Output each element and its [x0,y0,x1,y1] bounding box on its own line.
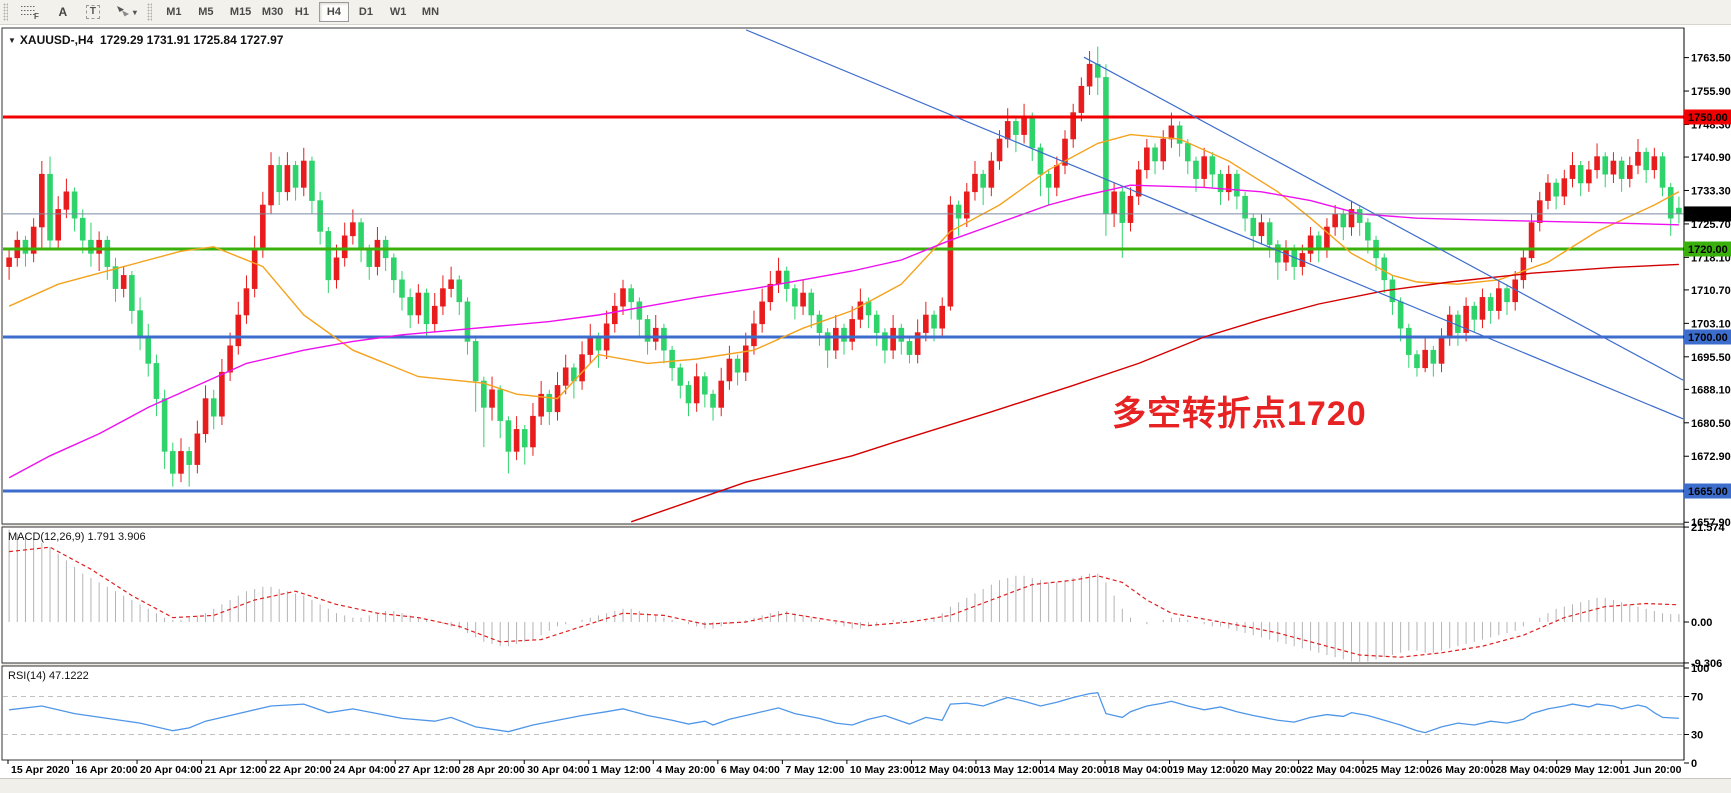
level-price-tag [1684,329,1731,345]
date-label: 19 May 12:00 [1173,764,1238,776]
status-bar [0,778,1731,793]
ma-medium[interactable] [8,184,1679,479]
date-label: 22 Apr 20:00 [269,764,331,776]
date-label: 1 May 12:00 [592,764,651,776]
rsi-tick-label: 100 [1691,663,1709,675]
current-price-tag-text: 1727.97 [1688,209,1728,221]
date-label: 28 Apr 20:00 [463,764,525,776]
price-tick-label: 1755.90 [1691,86,1731,98]
candle-series[interactable] [6,46,1682,487]
macd-indicator-label: MACD(12,26,9) 1.791 3.906 [8,531,146,543]
rsi-panel[interactable] [1,665,1685,761]
date-label: 28 May 04:00 [1495,764,1560,776]
date-label: 20 May 20:00 [1237,764,1302,776]
date-label: 29 May 12:00 [1560,764,1625,776]
date-label: 14 May 20:00 [1043,764,1108,776]
timeframe-button-mn[interactable]: MN [415,2,445,22]
toolbar-grip[interactable] [3,3,8,21]
level-price-tag [1684,109,1731,125]
timeframe-button-d1[interactable]: D1 [351,2,381,22]
level-price-tag-text: 1720.00 [1688,244,1728,256]
chevron-down-icon: ▼ [8,36,16,45]
panel-divider[interactable] [2,524,1684,527]
date-label: 25 May 12:00 [1366,764,1431,776]
arrows-tool-button[interactable]: ▾ [110,2,142,22]
chart-symbol-ohlc: ▼ XAUUSD-,H4 1729.29 1731.91 1725.84 1727… [8,33,283,47]
date-label: 30 Apr 04:00 [527,764,589,776]
date-axis[interactable] [7,760,1622,764]
price-tick-label: 1703.10 [1691,318,1731,330]
price-tick-label: 1733.30 [1691,185,1731,197]
date-label: 20 Apr 04:00 [140,764,202,776]
date-label: 18 May 04:00 [1108,764,1173,776]
date-label: 10 May 23:00 [850,764,915,776]
date-label: 21 Apr 12:00 [205,764,267,776]
ma-slow[interactable] [630,263,1679,523]
level-price-tag [1684,483,1731,499]
macd-tick-label: -9.306 [1691,658,1722,670]
dropdown-caret-icon: ▾ [132,7,137,17]
price-tick-label: 1672.90 [1691,451,1731,463]
date-label: 24 Apr 04:00 [334,764,396,776]
level-price-tag-text: 1750.00 [1688,112,1728,124]
text-label-icon: A [58,5,68,19]
rsi-line [9,691,1679,734]
timeframe-button-m30[interactable]: M30 [255,2,285,22]
date-label: 13 May 12:00 [979,764,1044,776]
macd-signal-line [9,546,1679,658]
timeframe-button-m1[interactable]: M1 [159,2,189,22]
price-tick-label: 1688.10 [1691,384,1731,396]
rsi-tick-label: 0 [1691,758,1697,770]
arrows-icon [115,5,130,20]
fibonacci-icon [21,4,36,20]
ma-fast[interactable] [8,133,1680,400]
macd-tick-label: 21.574 [1691,522,1726,534]
timeframe-button-m15[interactable]: M15 [223,2,253,22]
text-tool-button[interactable]: T [80,2,106,22]
price-tick-label: 1725.70 [1691,219,1731,231]
timeframe-button-h4[interactable]: H4 [318,2,349,22]
price-tick-label: 1740.90 [1691,152,1731,164]
price-tick-label: 1710.70 [1691,285,1731,297]
timeframe-button-w1[interactable]: W1 [383,2,413,22]
date-label: 7 May 12:00 [785,764,844,776]
date-label: 15 Apr 2020 [11,764,70,776]
price-tick-label: 1695.50 [1691,352,1731,364]
panel-divider[interactable] [2,663,1684,666]
rsi-tick-label: 70 [1691,692,1703,704]
timeframe-button-h1[interactable]: H1 [287,2,317,22]
macd-tick-label: 0.00 [1691,617,1712,629]
date-label: 16 Apr 20:00 [76,764,138,776]
text-label-tool-button[interactable]: A [50,2,76,22]
level-price-tag [1684,241,1731,257]
current-price-tag [1684,206,1731,222]
fibonacci-tool-button[interactable]: F [16,2,46,22]
timeframe-button-m5[interactable]: M5 [191,2,221,22]
level-price-tag-text: 1700.00 [1688,332,1728,344]
annotation-text[interactable]: 多空转折点1720 [1112,395,1367,433]
toolbar: F A T ▾ M1 M5 M15 M30 H1 H4 D1 W1 MN [0,0,1731,25]
rsi-tick-label: 30 [1691,730,1703,742]
date-label: 22 May 04:00 [1302,764,1367,776]
fibonacci-tool-label: F [34,11,39,21]
symbol-period-label: XAUUSD-,H4 [19,33,94,47]
ohlc-values: 1729.29 1731.91 1725.84 1727.97 [99,33,284,47]
price-tick-label: 1657.90 [1691,517,1731,529]
text-tool-icon: T [85,5,100,19]
date-label: 4 May 20:00 [656,764,715,776]
date-label: 6 May 04:00 [721,764,780,776]
macd-histogram [8,529,1680,663]
trendline[interactable] [1083,56,1684,381]
date-label: 12 May 04:00 [914,764,979,776]
price-tick-label: 1680.50 [1691,418,1731,430]
date-label: 27 Apr 12:00 [398,764,460,776]
date-label: 26 May 20:00 [1431,764,1496,776]
price-tick-label: 1763.50 [1691,53,1731,65]
date-label: 1 Jun 20:00 [1624,764,1681,776]
trendline[interactable] [745,29,1684,420]
toolbar-grip-2[interactable] [146,3,152,21]
rsi-indicator-label: RSI(14) 47.1222 [8,670,89,682]
level-price-tag-text: 1665.00 [1688,486,1728,498]
